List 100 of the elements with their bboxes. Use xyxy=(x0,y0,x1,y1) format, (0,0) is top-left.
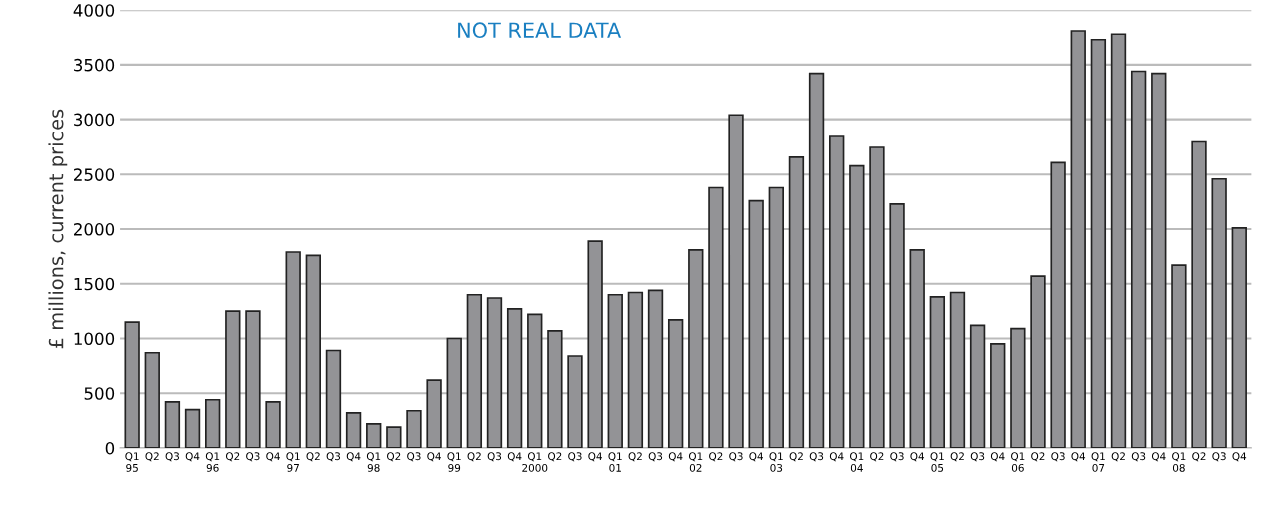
bar xyxy=(1171,264,1187,448)
bar xyxy=(708,186,724,448)
bar xyxy=(325,349,342,448)
x-tick-label: Q4 xyxy=(588,452,602,462)
bar xyxy=(889,203,905,448)
x-tick-label: Q3 xyxy=(970,452,985,462)
bar xyxy=(245,310,261,448)
bar xyxy=(607,293,623,448)
bar xyxy=(728,114,744,448)
x-tick-label: Q2 xyxy=(628,452,642,462)
x-tick-label: Q3 xyxy=(1131,452,1146,462)
x-tick-label: Q2 xyxy=(467,452,481,462)
x-tick-label: Q1 06 xyxy=(1011,452,1025,472)
bar xyxy=(527,313,543,448)
x-tick-label: Q3 xyxy=(729,452,743,462)
bar xyxy=(688,249,704,448)
x-tick-label: Q4 xyxy=(910,452,925,462)
x-tick-label: Q1 96 xyxy=(205,452,220,472)
x-tick-label: Q1 98 xyxy=(366,452,381,472)
x-tick-label: Q1 05 xyxy=(930,452,944,472)
x-tick-label: Q2 xyxy=(145,452,159,462)
bar xyxy=(406,409,422,448)
bar xyxy=(225,310,241,448)
bar xyxy=(305,254,322,448)
x-tick-label: Q3 xyxy=(407,452,421,462)
x-tick-label: Q3 xyxy=(1212,452,1226,462)
x-tick-label: Q4 xyxy=(990,452,1005,462)
x-tick-label: Q2 xyxy=(306,452,320,462)
x-tick-label: Q2 xyxy=(548,452,562,462)
bar xyxy=(849,164,865,448)
bar xyxy=(647,289,664,448)
x-tick-label: Q3 xyxy=(487,452,502,462)
x-tick-label: Q3 xyxy=(1051,452,1065,462)
bar xyxy=(990,343,1006,448)
y-tick-label: 2500 xyxy=(74,168,115,181)
y-tick-label: 4000 xyxy=(73,4,115,17)
x-tick-label: Q2 xyxy=(789,452,803,462)
x-tick-label: Q3 xyxy=(246,452,260,462)
bar xyxy=(788,155,805,448)
bar xyxy=(265,401,281,448)
y-tick-label: 3500 xyxy=(74,58,115,72)
x-tick-label: Q4 xyxy=(427,452,441,462)
y-tick-label: 0 xyxy=(105,441,115,455)
bar xyxy=(426,379,442,448)
x-tick-label: Q4 xyxy=(346,452,361,462)
y-tick-label: 1000 xyxy=(74,332,115,346)
x-tick-label: Q3 xyxy=(890,452,904,462)
y-tick-label: 1500 xyxy=(74,277,115,291)
bar xyxy=(506,308,523,448)
x-tick-label: Q4 xyxy=(1151,452,1166,462)
bar xyxy=(345,412,362,448)
annotation: NOT REAL DATA xyxy=(458,22,622,39)
x-tick-label: Q3 xyxy=(568,452,582,462)
bar xyxy=(969,324,986,448)
x-tick-label: Q4 xyxy=(668,452,683,462)
x-tick-label: Q1 99 xyxy=(447,452,461,472)
bar xyxy=(1070,30,1086,448)
bar xyxy=(1130,70,1147,448)
bar xyxy=(1110,33,1127,448)
bar xyxy=(124,321,140,448)
x-tick-label: Q2 xyxy=(950,452,964,462)
bar xyxy=(1090,38,1107,448)
x-tick-label: Q2 xyxy=(1031,452,1045,462)
x-tick-label: Q1 01 xyxy=(608,452,622,472)
x-tick-label: Q1 08 xyxy=(1172,452,1186,472)
bar xyxy=(486,297,503,448)
bar xyxy=(466,293,483,448)
bar xyxy=(285,251,301,448)
y-tick-label: 2000 xyxy=(74,223,115,236)
x-tick-label: Q2 xyxy=(225,452,240,462)
x-tick-label: Q4 xyxy=(1071,452,1086,462)
y-axis-title: £ millions, current prices xyxy=(48,109,68,349)
x-tick-label: Q4 xyxy=(266,452,280,462)
x-tick-label: Q3 xyxy=(648,452,663,462)
bar xyxy=(1231,227,1247,448)
x-tick-label: Q1 02 xyxy=(688,452,703,472)
bar xyxy=(204,398,221,448)
bar xyxy=(184,408,201,448)
bar xyxy=(808,72,825,448)
x-tick-label: Q2 xyxy=(1111,452,1125,462)
x-tick-label: Q2 xyxy=(870,452,884,462)
bar xyxy=(1010,327,1026,448)
bar xyxy=(587,240,603,448)
x-tick-label: Q4 xyxy=(749,452,763,462)
x-tick-label: Q4 xyxy=(507,452,522,462)
x-tick-label: Q3 xyxy=(326,452,341,462)
y-tick-label: 3000 xyxy=(74,113,115,127)
bar xyxy=(929,296,946,448)
bar xyxy=(1050,161,1066,448)
bar xyxy=(748,199,764,448)
x-tick-label: Q4 xyxy=(185,452,200,462)
bar xyxy=(829,135,845,448)
bar xyxy=(547,329,563,448)
bar xyxy=(386,426,402,448)
bar xyxy=(869,146,885,448)
bar xyxy=(627,291,644,448)
x-tick-label: Q4 xyxy=(829,452,844,462)
bar xyxy=(144,351,160,448)
bar xyxy=(1151,72,1167,448)
x-tick-label: Q1 07 xyxy=(1091,452,1105,472)
